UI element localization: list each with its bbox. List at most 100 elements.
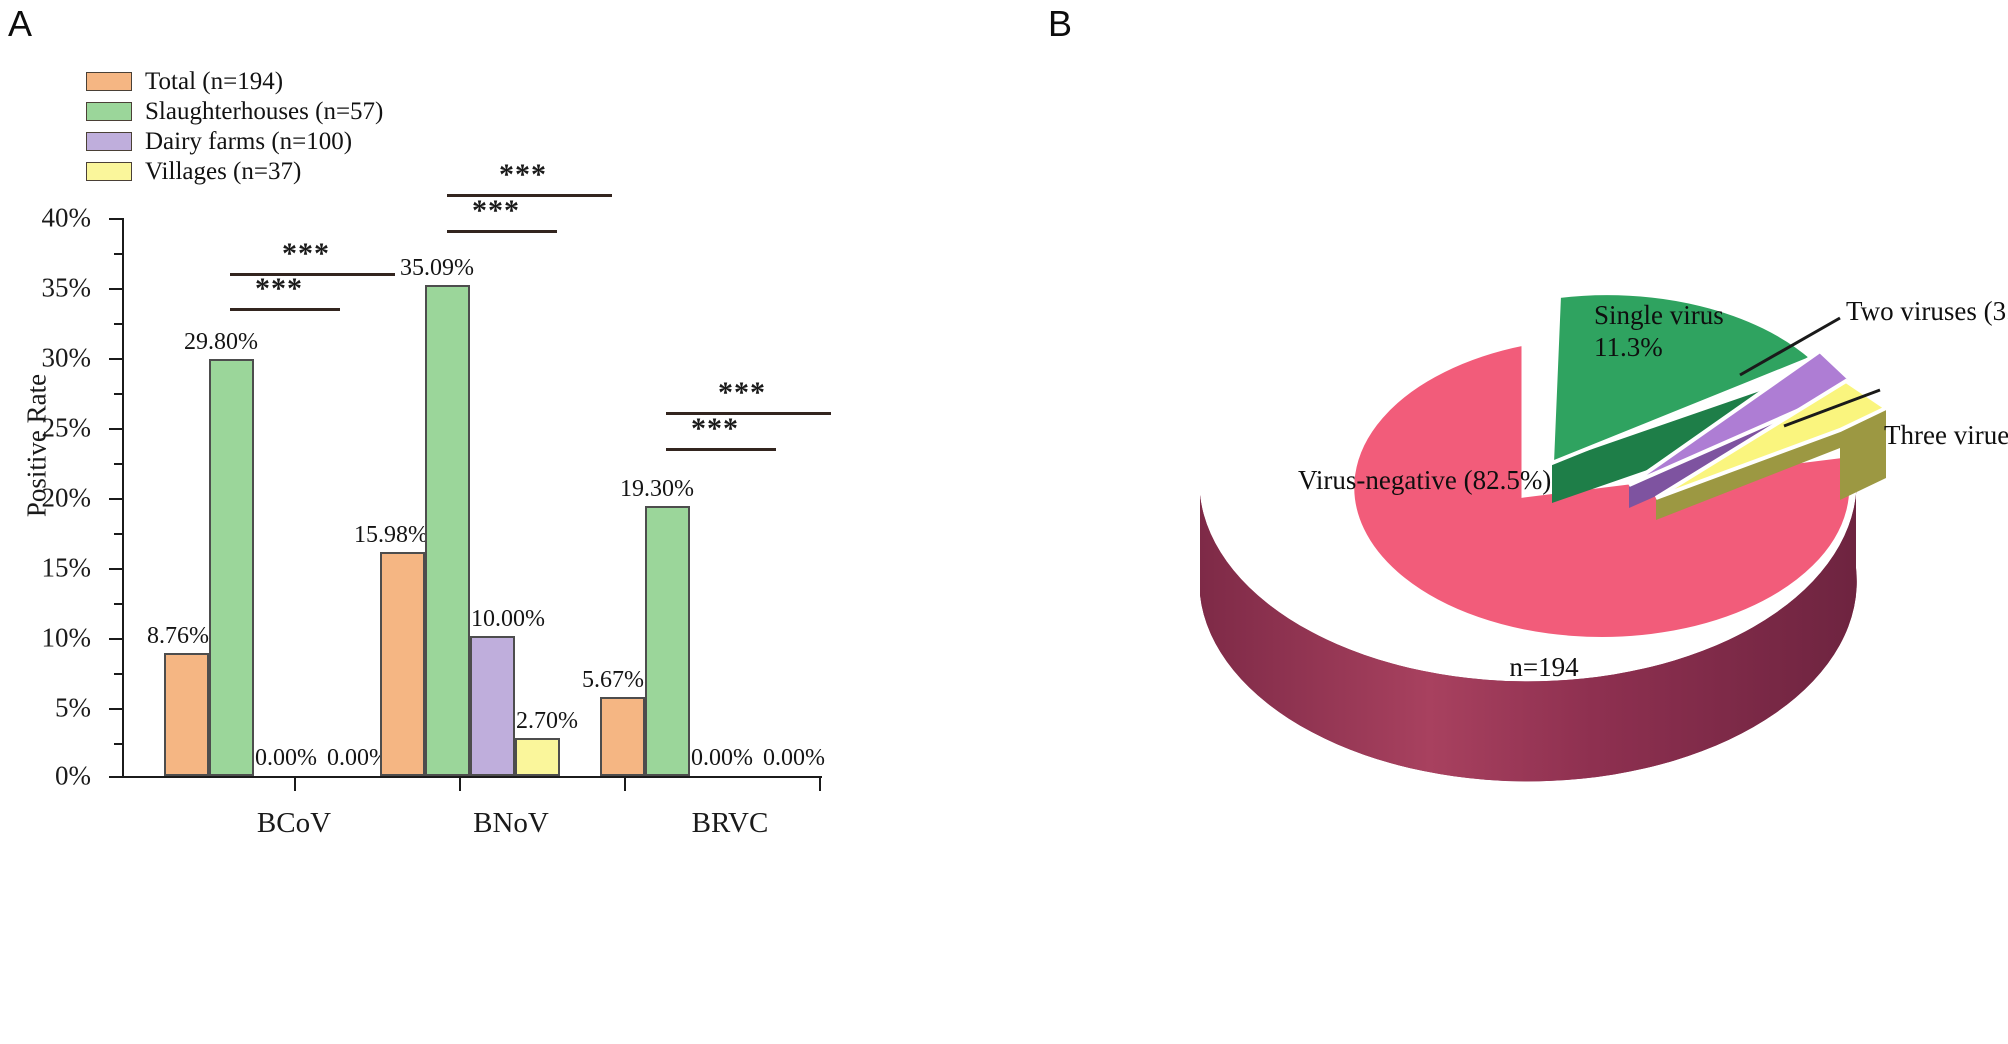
y-tick-5: 5% [55,694,122,721]
y-tick-20: 20% [42,484,122,511]
y-tick-label-5: 5% [55,692,91,723]
y-tick-minor-175 [114,533,122,536]
pie-label-single-virus-line1: Single virus [1594,300,1724,330]
y-tick-minor-125 [114,603,122,606]
legend-item-dairy-farms: Dairy farms (n=100) [86,128,383,154]
legend-swatch-villages [86,161,132,181]
pie-slice-two-viruses-top[interactable] [1627,348,1860,487]
y-tick-label-10: 10% [41,622,92,653]
pie-slice-three-viruses-side-right [1840,408,1886,500]
sig-stars-bcov-upper: *** [282,237,330,270]
callout-line-three-viruses [1783,388,1881,428]
y-tick-25: 25% [42,414,122,441]
sig-stars-brvc-lower: *** [691,412,739,445]
y-tick-15: 15% [42,554,122,581]
bar-value-bcov-slaughterhouses: 29.80% [184,329,258,355]
legend-label-total: Total (n=194) [145,67,284,95]
bar-value-bnov-slaughterhouses: 35.09% [400,255,474,281]
bar-value-bcov-villages: 0.00% [327,745,389,771]
pie-slice-virus-negative-top[interactable] [1349,339,1855,642]
x-tick-0 [294,778,297,791]
sig-stars-bnov-upper: *** [499,158,547,191]
legend-swatch-slaughterhouses [86,101,132,121]
bar-brvc-slaughterhouses[interactable] [645,505,690,776]
x-tick-1 [459,778,462,791]
y-tick-label-15: 15% [41,552,92,583]
bar-bcov-slaughterhouses[interactable] [209,358,254,776]
y-axis-title: Positive Rate [21,373,52,518]
plot-area: 40% 35% 30% 25% 20% 15% 10 [42,160,831,839]
sig-line-bcov-upper [230,272,395,276]
y-tick-minor-325 [114,323,122,326]
panel-label-b: B [1048,3,1073,44]
y-tick-minor-375 [114,253,122,256]
y-tick-40: 40% [42,204,122,231]
bar-value-brvc-slaughterhouses: 19.30% [620,476,694,502]
x-tick-2 [624,778,627,791]
bar-value-bnov-villages: 2.70% [516,708,578,734]
sig-stars-brvc-upper: *** [718,376,766,409]
x-axis-line [122,775,822,778]
y-tick-label-20: 20% [41,482,92,513]
sig-line-bnov-upper [447,193,612,197]
bar-value-bnov-total: 15.98% [354,522,428,548]
x-category-bnov: BNoV [473,807,549,839]
sig-line-bcov-lower [230,307,340,311]
legend-label-villages: Villages (n=37) [145,157,302,185]
bar-value-brvc-villages: 0.00% [763,745,825,771]
pie-label-virus-negative: Virus-negative (82.5%) [1298,465,1552,495]
y-tick-minor-225 [114,463,122,466]
y-tick-label-30: 30% [41,342,92,373]
bar-bnov-villages[interactable] [515,737,560,776]
bar-value-bcov-total: 8.76% [147,623,209,649]
x-tick-3 [819,778,822,791]
y-tick-0: 0% [55,762,122,789]
pie-footnote-sample-size: n=194 [1509,652,1579,682]
y-tick-35: 35% [42,274,122,301]
y-tick-minor-275 [114,393,122,396]
sig-line-brvc-upper [666,411,831,415]
y-tick-minor-25 [114,743,122,746]
x-category-brvc: BRVC [691,807,769,839]
bar-bcov-total[interactable] [164,652,209,776]
bar-value-brvc-total: 5.67% [582,667,644,693]
pie-label-single-virus-line2: 11.3% [1594,331,1663,362]
pie-callout-three-viruses: Three virues (3.1%) [1884,420,2008,450]
y-tick-label-25: 25% [41,412,92,443]
sig-line-brvc-lower [666,447,776,451]
bar-bnov-slaughterhouses[interactable] [425,284,470,776]
y-axis-line [122,218,125,778]
legend-swatch-total [86,71,132,91]
panel-a-bar-chart: Total (n=194) Slaughterhouses (n=57) Dai… [21,68,831,839]
pie-slice-virus-negative-side-shade [1200,468,1857,782]
legend-label-dairy-farms: Dairy farms (n=100) [145,127,353,155]
x-category-bcov: BCoV [256,807,332,839]
bar-value-bnov-dairy-farms: 10.00% [471,606,545,632]
sig-stars-bnov-lower: *** [472,194,520,227]
y-tick-label-35: 35% [41,272,92,303]
bar-bnov-total[interactable] [380,551,425,776]
callout-line-two-viruses [1739,316,1841,377]
y-tick-minor-75 [114,673,122,676]
pie-label-single-virus: Single virus 11.3% [1594,300,1724,364]
bar-bnov-dairy-farms[interactable] [470,635,515,776]
pie-chart-svg [1200,291,1891,782]
panel-b-pie-chart: Single virus 11.3% Virus-negative (82.5%… [1040,0,2008,1044]
bar-brvc-total[interactable] [600,696,645,776]
legend: Total (n=194) Slaughterhouses (n=57) Dai… [86,68,383,188]
y-tick-10: 10% [42,624,122,651]
bar-value-bcov-dairy-farms: 0.00% [255,745,317,771]
bar-value-brvc-dairy-farms: 0.00% [691,745,753,771]
pie-callout-two-viruses: Two viruses (3.1%) [1846,296,2008,326]
y-tick-label-40: 40% [41,202,92,233]
y-tick-label-0: 0% [55,760,91,791]
legend-item-slaughterhouses: Slaughterhouses (n=57) [86,98,383,124]
sig-stars-bcov-lower: *** [255,272,303,305]
panel-label-a: A [8,3,33,44]
legend-swatch-dairy-farms [86,131,132,151]
y-tick-30: 30% [42,344,122,371]
legend-item-total: Total (n=194) [86,68,383,94]
sig-line-bnov-lower [447,229,557,233]
legend-label-slaughterhouses: Slaughterhouses (n=57) [145,97,384,125]
